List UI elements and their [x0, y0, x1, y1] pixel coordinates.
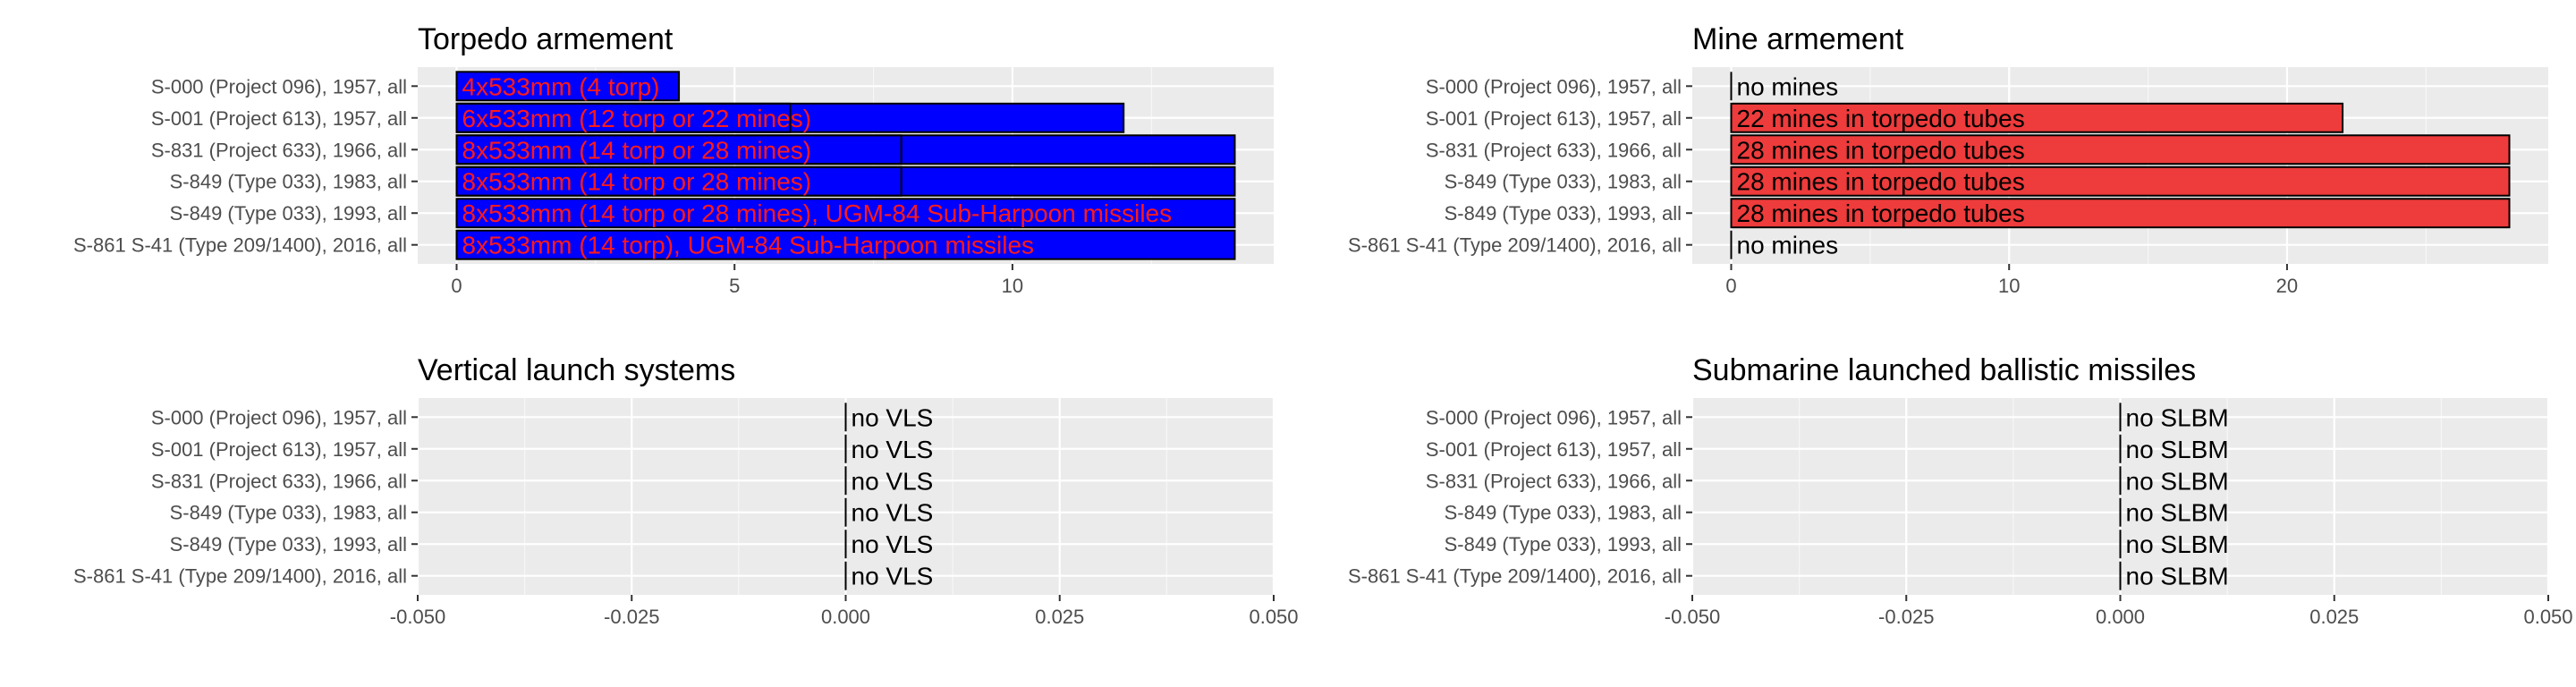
- category-label: S-831 (Project 633), 1966, all: [1426, 139, 1682, 161]
- x-tick-label: 10: [1998, 275, 2020, 297]
- bar-label: 6x533mm (12 torp or 22 mines): [462, 105, 812, 132]
- bar-segment: [455, 165, 902, 197]
- x-tick-label: -0.025: [604, 606, 659, 628]
- bar-label: no VLS: [852, 436, 934, 463]
- category-label: S-849 (Type 033), 1993, all: [170, 202, 407, 225]
- category-label: S-849 (Type 033), 1983, all: [1445, 502, 1682, 524]
- bar-label: 28 mines in torpedo tubes: [1737, 199, 2025, 227]
- category-label: S-849 (Type 033), 1983, all: [1445, 171, 1682, 193]
- bar-label: no SLBM: [2126, 499, 2229, 527]
- bar: [1730, 134, 2511, 165]
- category-label: S-000 (Project 096), 1957, all: [1426, 406, 1682, 428]
- x-tick-label: 0.025: [2309, 606, 2359, 628]
- category-label: S-849 (Type 033), 1983, all: [170, 502, 407, 524]
- category-label: S-861 S-41 (Type 209/1400), 2016, all: [1348, 565, 1682, 588]
- category-label: S-831 (Project 633), 1966, all: [1426, 470, 1682, 492]
- x-tick-label: 5: [729, 275, 740, 297]
- bar-label: no mines: [1737, 232, 1839, 259]
- bar-label: no SLBM: [2126, 467, 2229, 495]
- bar-segment: [455, 102, 792, 133]
- bar: [455, 198, 1236, 229]
- bar-label: no SLBM: [2126, 403, 2229, 431]
- panel-background: [1692, 67, 2548, 264]
- bar-label: no VLS: [852, 403, 934, 431]
- category-label: S-861 S-41 (Type 209/1400), 2016, all: [73, 565, 407, 588]
- bar-label: 8x533mm (14 torp), UGM-84 Sub-Harpoon mi…: [462, 232, 1035, 259]
- bar-segment: [455, 134, 902, 165]
- category-label: S-001 (Project 613), 1957, all: [151, 438, 407, 461]
- bar-label: no SLBM: [2126, 436, 2229, 463]
- bar-label: 22 mines in torpedo tubes: [1737, 105, 2025, 132]
- category-label: S-861 S-41 (Type 209/1400), 2016, all: [1348, 234, 1682, 257]
- x-tick-label: 0.050: [1249, 606, 1298, 628]
- category-label: S-861 S-41 (Type 209/1400), 2016, all: [73, 234, 407, 257]
- x-tick-label: -0.025: [1878, 606, 1934, 628]
- category-label: S-849 (Type 033), 1993, all: [1445, 202, 1682, 225]
- x-tick-label: -0.050: [390, 606, 445, 628]
- bar: [1730, 165, 2511, 197]
- category-label: S-849 (Type 033), 1993, all: [170, 533, 407, 556]
- category-label: S-849 (Type 033), 1993, all: [1445, 533, 1682, 556]
- category-label: S-000 (Project 096), 1957, all: [1426, 75, 1682, 98]
- category-label: S-001 (Project 613), 1957, all: [1426, 107, 1682, 130]
- bar-label: no SLBM: [2126, 563, 2229, 590]
- category-label: S-831 (Project 633), 1966, all: [151, 470, 407, 492]
- bar-label: 8x533mm (14 torp or 28 mines), UGM-84 Su…: [462, 199, 1173, 227]
- chart-panel: Torpedo armement 0 5 10 S-000 (Project 096),…: [73, 22, 1274, 297]
- x-tick-label: 20: [2276, 275, 2298, 297]
- bar: [455, 229, 1236, 260]
- bar-label: 4x533mm (4 torp): [462, 72, 660, 100]
- panel-title: Submarine launched ballistic missiles: [1692, 353, 2196, 387]
- bar-label: 8x533mm (14 torp or 28 mines): [462, 136, 812, 164]
- bar: [455, 71, 681, 102]
- bar: [1730, 102, 2344, 133]
- category-label: S-000 (Project 096), 1957, all: [151, 406, 407, 428]
- panel-title: Torpedo armement: [418, 22, 674, 56]
- x-tick-label: 0.000: [821, 606, 870, 628]
- category-label: S-831 (Project 633), 1966, all: [151, 139, 407, 161]
- x-tick-label: 0.000: [2096, 606, 2145, 628]
- x-tick-label: 0: [1725, 275, 1736, 297]
- bar-label: 28 mines in torpedo tubes: [1737, 136, 2025, 164]
- bar-label: no VLS: [852, 563, 934, 590]
- panel-title: Mine armement: [1692, 22, 1904, 56]
- chart-panel: Submarine launched ballistic missiles -0.…: [1348, 353, 2573, 628]
- x-tick-label: -0.050: [1665, 606, 1720, 628]
- bar-label: 28 mines in torpedo tubes: [1737, 168, 2025, 196]
- bar-label: no VLS: [852, 467, 934, 495]
- bar-label: 8x533mm (14 torp or 28 mines): [462, 168, 812, 196]
- x-tick-label: 0: [451, 275, 462, 297]
- chart-panel: Vertical launch systems -0.050 -0.025 0.000…: [73, 353, 1299, 628]
- bar-label: no VLS: [852, 530, 934, 558]
- bar: [1730, 198, 2511, 229]
- panel-title: Vertical launch systems: [418, 353, 735, 387]
- category-label: S-000 (Project 096), 1957, all: [151, 75, 407, 98]
- x-tick-label: 0.050: [2523, 606, 2572, 628]
- bar-label: no mines: [1737, 72, 1839, 100]
- chart-panel: Mine armement 0 10 20 S-000 (Project 096), 1…: [1348, 22, 2548, 297]
- bar-label: no VLS: [852, 499, 934, 527]
- x-tick-label: 10: [1002, 275, 1023, 297]
- category-label: S-001 (Project 613), 1957, all: [151, 107, 407, 130]
- category-label: S-001 (Project 613), 1957, all: [1426, 438, 1682, 461]
- bar-label: no SLBM: [2126, 530, 2229, 558]
- x-tick-label: 0.025: [1035, 606, 1084, 628]
- category-label: S-849 (Type 033), 1983, all: [170, 171, 407, 193]
